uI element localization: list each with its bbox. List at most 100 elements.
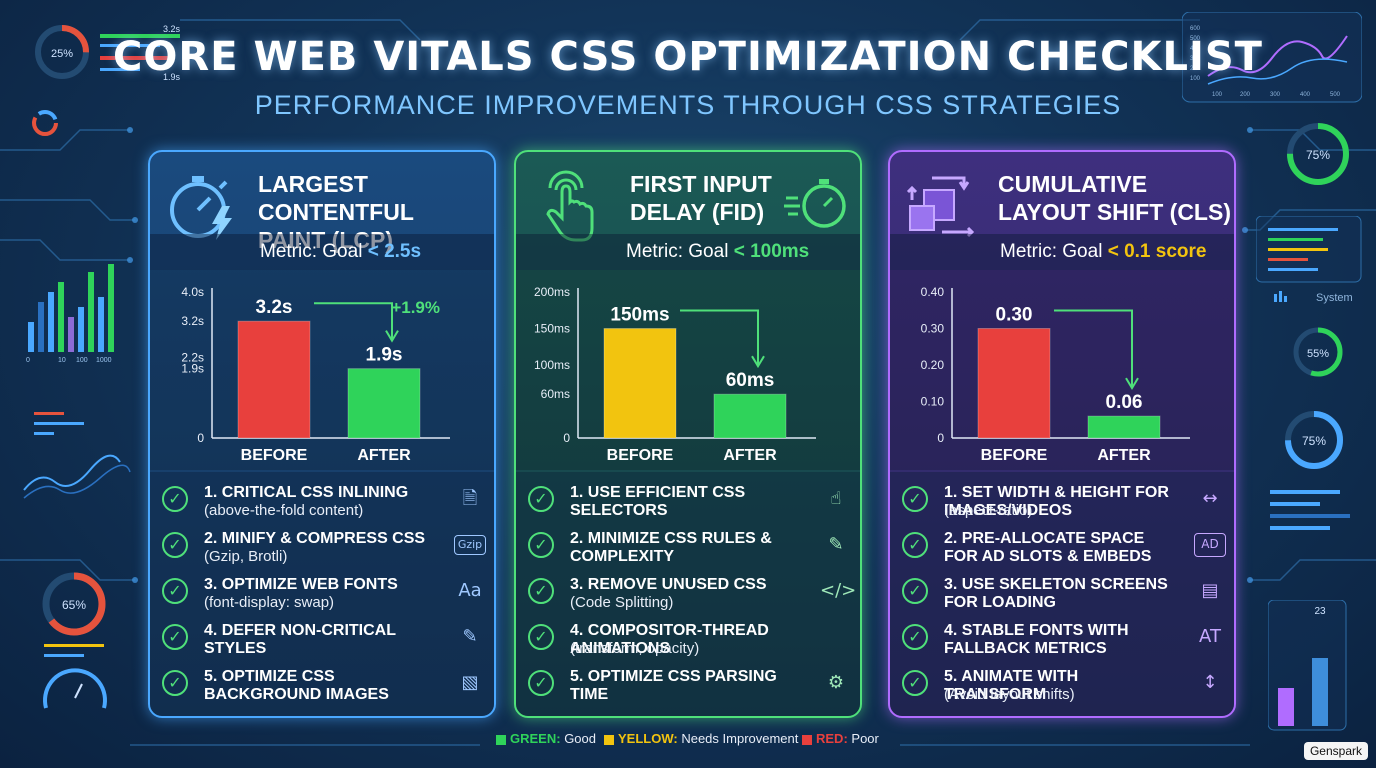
legend-green-label: GREEN: bbox=[510, 731, 561, 746]
checkmark-icon: ✓ bbox=[902, 532, 928, 558]
page-subtitle: PERFORMANCE IMPROVEMENTS THROUGH CSS STR… bbox=[254, 90, 1122, 120]
checkmark-icon: ✓ bbox=[528, 578, 554, 604]
decor-text: 65% bbox=[62, 598, 86, 612]
panel-lcp: LARGEST CONTENTFUL PAINT (LCP) Metric: G… bbox=[148, 150, 496, 718]
y-tick-label: 2.2s bbox=[181, 351, 204, 365]
y-tick-label: 1.9s bbox=[181, 362, 204, 376]
panel-fid-title-line2: DELAY (FID) bbox=[630, 199, 765, 225]
checkmark-icon: ✓ bbox=[162, 578, 188, 604]
checklist-lcp: ✓ 1. CRITICAL CSS INLINING (above-the-fold… bbox=[150, 472, 494, 716]
tap-hand-icon bbox=[546, 170, 594, 242]
decor-text: 3.2s bbox=[163, 24, 181, 34]
checkmark-icon: ✓ bbox=[902, 486, 928, 512]
panel-cls-title-line2: LAYOUT SHIFT (CLS) bbox=[998, 199, 1231, 225]
metric-goal: < 0.1 score bbox=[1107, 241, 1207, 262]
panel-cls-metric: Metric: Goal < 0.1 score bbox=[890, 234, 1234, 270]
bar-before bbox=[237, 320, 311, 439]
decor-gauge-right-3: 75% bbox=[1285, 411, 1343, 469]
bar-after bbox=[1087, 415, 1161, 439]
ad-icon: AD bbox=[1194, 533, 1226, 557]
decor-gauge-top-left: 25% 3.2s 1.9s bbox=[35, 24, 181, 82]
decor-text: 300 bbox=[1270, 92, 1281, 98]
panel-fid-title-line1: FIRST INPUT bbox=[630, 171, 772, 197]
panel-lcp-metric: Metric: Goal < 2.5s bbox=[150, 234, 494, 270]
category-label: AFTER bbox=[357, 447, 411, 464]
trend-arrow bbox=[1054, 309, 1133, 387]
panel-fid-metric: Metric: Goal < 100ms bbox=[516, 234, 860, 270]
decor-line-left bbox=[23, 412, 131, 499]
decor-small-ring bbox=[32, 110, 58, 136]
metric-goal: < 2.5s bbox=[367, 241, 422, 262]
decor-gauge-bottom-left: 65% bbox=[42, 572, 107, 709]
decor-text: 0 bbox=[26, 357, 30, 364]
bar-value-label: 1.9s bbox=[366, 345, 403, 366]
y-tick-label: 3.2s bbox=[181, 314, 204, 328]
chart-annotation: +1.9% bbox=[391, 298, 440, 317]
checklist-item-title: 1. CRITICAL CSS INLINING bbox=[204, 484, 409, 501]
checklist-item-title: 2. MINIMIZE CSS RULES & COMPLEXITY bbox=[570, 530, 772, 565]
bar-value-label: 0.06 bbox=[1106, 392, 1143, 413]
status-legend: GREEN: Good YELLOW: Needs Improvement RE… bbox=[490, 731, 890, 749]
checklist-item-title: 2. PRE-ALLOCATE SPACE FOR AD SLOTS & EMB… bbox=[944, 530, 1152, 565]
decor-text: 1.9s bbox=[163, 72, 181, 82]
edit-icon: ✎ bbox=[828, 534, 844, 555]
resize-icon: ↔ bbox=[1202, 488, 1218, 509]
decor-text: 500 bbox=[1190, 36, 1201, 42]
legend-red: RED: Poor bbox=[802, 731, 879, 746]
checkmark-icon: ✓ bbox=[528, 486, 554, 512]
checkmark-icon: ✓ bbox=[528, 670, 554, 696]
checklist-item-title: 1. SET WIDTH & HEIGHT FOR IMAGES/VIDEOS bbox=[944, 484, 1169, 519]
transform-icon: ↕ bbox=[1202, 672, 1218, 693]
checklist-item-title: 5. OPTIMIZE CSS BACKGROUND IMAGES bbox=[204, 668, 389, 703]
y-tick-label: 150ms bbox=[534, 322, 570, 336]
y-tick-label: 100ms bbox=[534, 358, 570, 372]
checklist-item-title: 2. MINIFY & COMPRESS CSS bbox=[204, 530, 426, 547]
checklist-item-title: 4. DEFER NON-CRITICAL STYLES bbox=[204, 622, 396, 657]
metric-prefix: Metric: Goal bbox=[626, 241, 729, 262]
checkmark-icon: ✓ bbox=[902, 578, 928, 604]
decor-column-right: 23 bbox=[1268, 600, 1347, 731]
checkmark-icon: ✓ bbox=[528, 624, 554, 650]
y-tick-label: 200ms bbox=[534, 285, 570, 299]
pointer-icon: ☝ bbox=[830, 488, 842, 509]
chart-cls: 0.40 0.30 0.20 0.10 0 0.30 BEFORE 0.06 AFTER bbox=[890, 270, 1234, 470]
checklist-fid: ✓ 1. USE EFFICIENT CSS SELECTORS ☝ ✓ 2. MINI… bbox=[516, 472, 860, 716]
checkmark-icon: ✓ bbox=[162, 624, 188, 650]
checklist-item-subtitle: (above-the-fold content) bbox=[204, 502, 364, 519]
layout-shift-icon bbox=[906, 176, 975, 238]
code-file-icon: </> bbox=[820, 580, 857, 601]
y-tick-label: 0.30 bbox=[921, 322, 945, 336]
trend-arrow bbox=[680, 309, 759, 365]
metric-goal: < 100ms bbox=[733, 241, 810, 262]
decor-text: 1000 bbox=[96, 357, 112, 364]
category-label: BEFORE bbox=[607, 447, 674, 464]
decor-text: 100 bbox=[1212, 92, 1223, 98]
legend-yellow-desc: Needs Improvement bbox=[681, 731, 799, 746]
checklist-item-title: 5. ANIMATE WITH TRANSFORM bbox=[944, 668, 1079, 703]
decor-gauge-right-2: 55% bbox=[1293, 327, 1343, 377]
y-tick-label: 0.10 bbox=[921, 395, 945, 409]
y-tick-label: 0.40 bbox=[921, 285, 945, 299]
bar-before bbox=[977, 328, 1051, 439]
stopwatch-lightning-icon bbox=[170, 176, 232, 240]
legend-green-desc: Good bbox=[564, 731, 596, 746]
decor-text: 300 bbox=[1190, 56, 1201, 62]
panel-lcp-title: LARGEST CONTENTFUL PAINT (LCP) bbox=[258, 170, 494, 254]
checklist-item-title: 5. OPTIMIZE CSS PARSING TIME bbox=[570, 668, 777, 703]
bar-value-label: 60ms bbox=[726, 370, 775, 391]
panel-cls: CUMULATIVE LAYOUT SHIFT (CLS) Metric: Go… bbox=[888, 150, 1236, 718]
category-label: AFTER bbox=[723, 447, 777, 464]
decor-chart-top-right: 600 500 400 300 200 100 100 200 300 400 500 bbox=[1182, 12, 1362, 103]
checkmark-icon: ✓ bbox=[162, 486, 188, 512]
document-icon: 🗎 bbox=[462, 488, 478, 509]
checklist-item-subtitle: (font-display: swap) bbox=[204, 594, 335, 611]
decor-text: 100 bbox=[1190, 76, 1201, 82]
decor-text: 400 bbox=[1190, 46, 1201, 52]
metric-prefix: Metric: Goal bbox=[1000, 241, 1103, 262]
legend-yellow: YELLOW: Needs Improvement bbox=[604, 731, 798, 746]
skeleton-icon: ▤ bbox=[1201, 580, 1219, 601]
decor-text: System bbox=[1316, 292, 1353, 304]
checklist-item-title: 1. USE EFFICIENT CSS SELECTORS bbox=[570, 484, 746, 519]
decor-bars-left: 0 10 100 1000 bbox=[26, 264, 114, 364]
trend-arrow bbox=[314, 302, 393, 339]
